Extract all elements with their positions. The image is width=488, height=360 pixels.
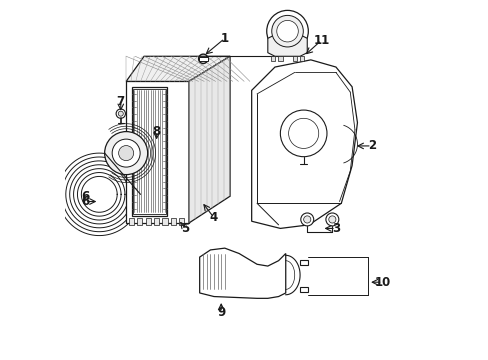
- Bar: [162, 219, 167, 225]
- Circle shape: [112, 139, 140, 167]
- Bar: [278, 56, 282, 60]
- Circle shape: [116, 109, 125, 118]
- Bar: [199, 57, 207, 60]
- Text: 8: 8: [152, 125, 161, 138]
- Circle shape: [118, 111, 123, 116]
- Circle shape: [271, 15, 303, 47]
- Text: 1: 1: [220, 32, 228, 45]
- Circle shape: [266, 10, 308, 52]
- Text: 3: 3: [331, 222, 339, 235]
- Bar: [131, 87, 167, 216]
- Polygon shape: [267, 35, 306, 56]
- Text: 6: 6: [81, 195, 89, 208]
- Circle shape: [119, 145, 133, 161]
- Polygon shape: [251, 60, 357, 228]
- Bar: [299, 56, 304, 60]
- Bar: [292, 56, 296, 60]
- Polygon shape: [126, 81, 188, 223]
- Polygon shape: [126, 56, 230, 81]
- Bar: [179, 219, 184, 225]
- Circle shape: [303, 216, 310, 223]
- Text: 10: 10: [374, 276, 390, 289]
- Bar: [170, 219, 176, 225]
- Text: 6: 6: [81, 190, 89, 203]
- Circle shape: [276, 21, 298, 42]
- Circle shape: [288, 118, 318, 148]
- Circle shape: [280, 110, 326, 157]
- Text: 2: 2: [367, 139, 375, 152]
- Text: 4: 4: [209, 211, 218, 224]
- Polygon shape: [199, 248, 285, 298]
- Bar: [133, 89, 165, 214]
- Bar: [137, 219, 142, 225]
- Bar: [145, 219, 150, 225]
- Bar: [270, 56, 275, 60]
- Text: 11: 11: [313, 33, 329, 47]
- Bar: [154, 219, 159, 225]
- Text: 7: 7: [117, 95, 124, 108]
- Bar: [300, 287, 307, 292]
- Circle shape: [300, 213, 313, 226]
- Bar: [300, 260, 307, 265]
- Text: 9: 9: [217, 306, 225, 319]
- Circle shape: [325, 213, 338, 226]
- Circle shape: [328, 216, 335, 223]
- Text: 5: 5: [181, 222, 189, 235]
- Polygon shape: [188, 56, 230, 223]
- Circle shape: [104, 132, 147, 175]
- Bar: [129, 219, 134, 225]
